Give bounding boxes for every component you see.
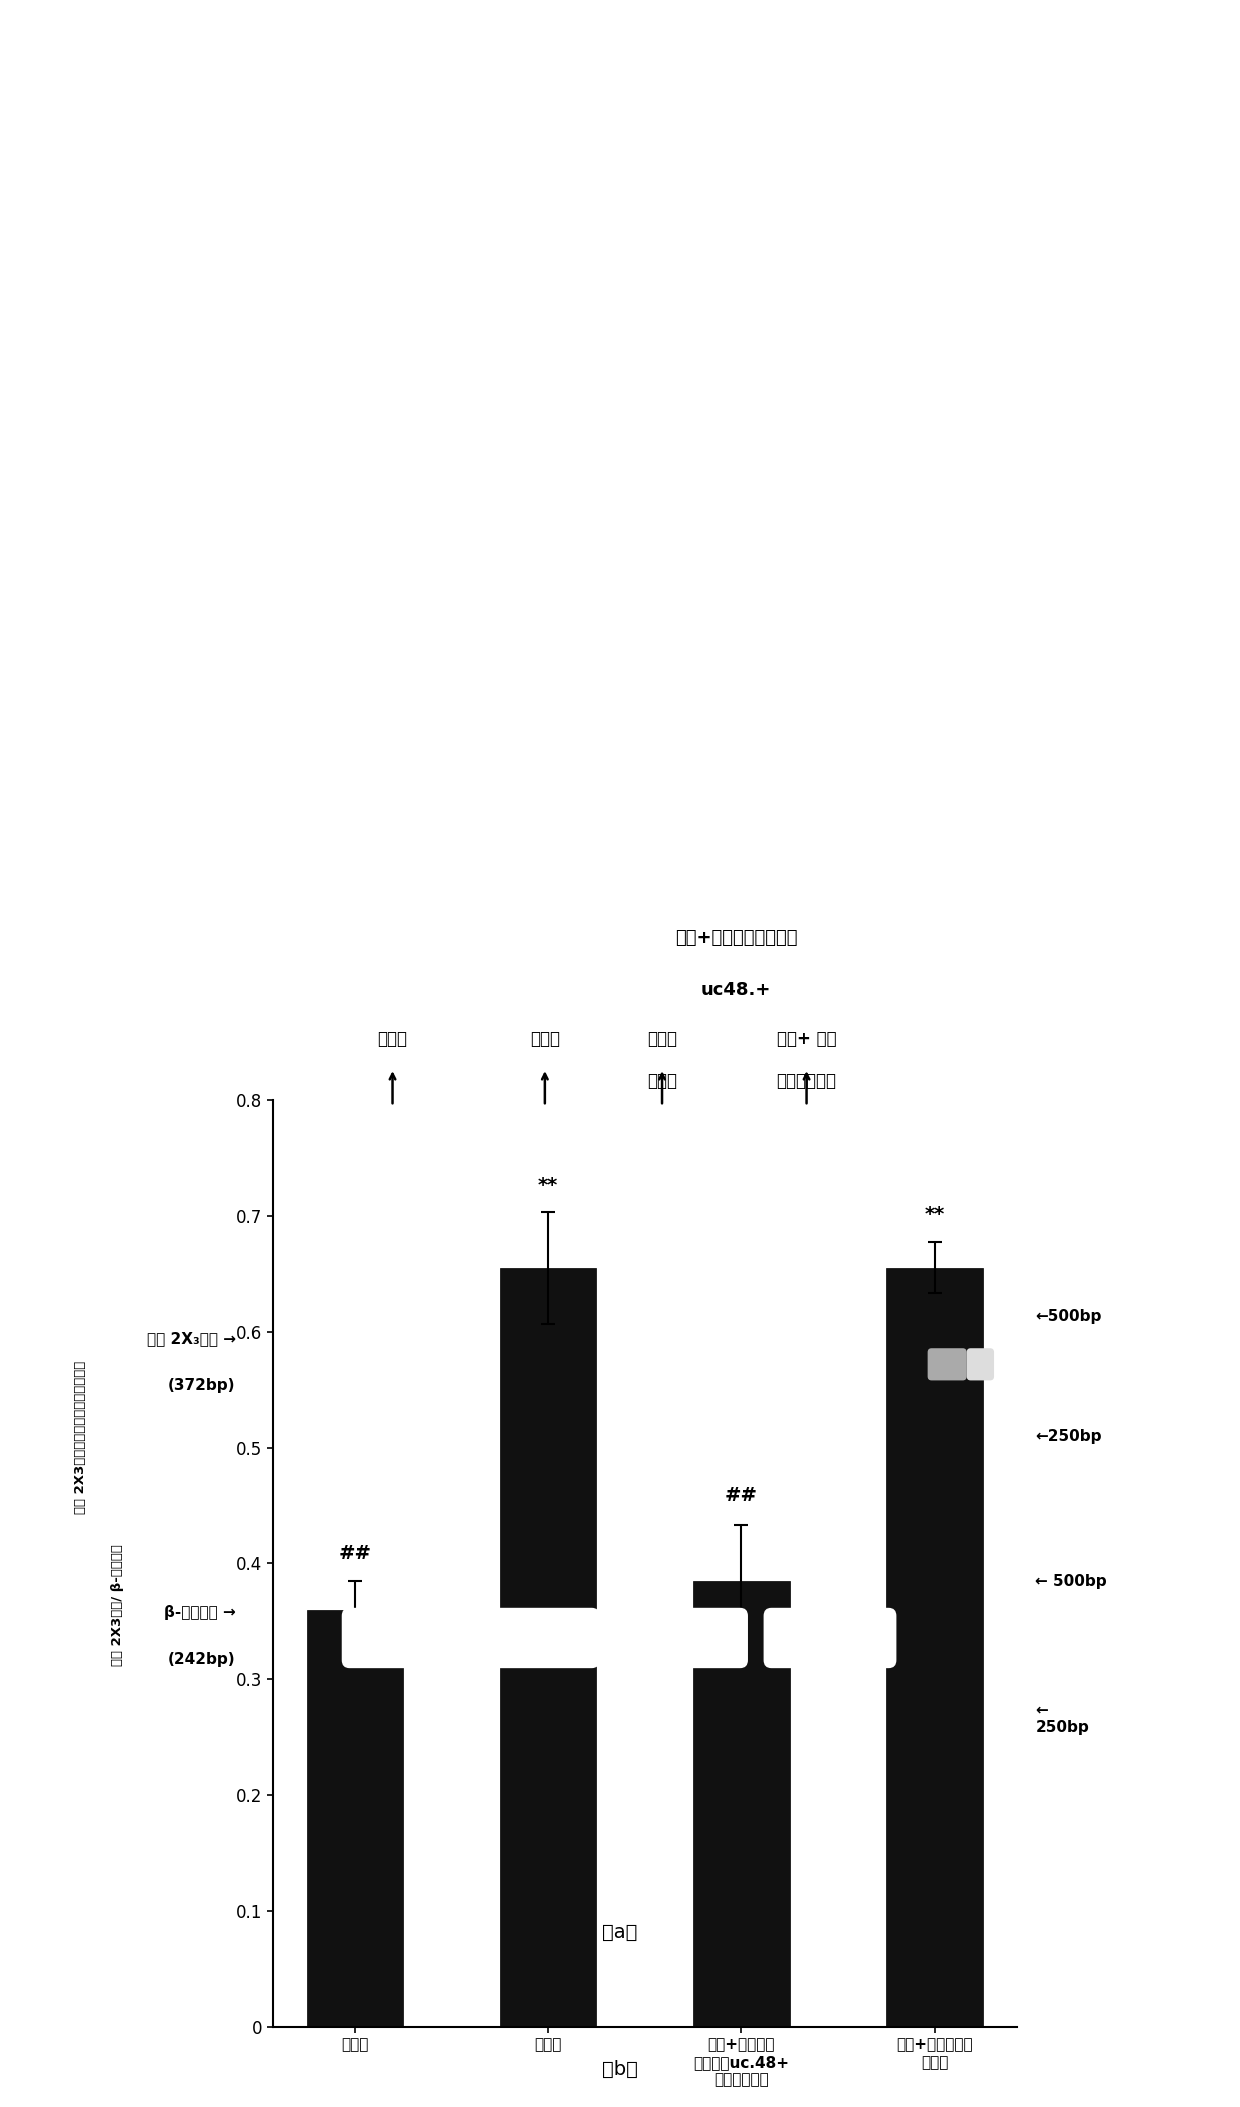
Text: 处理组: 处理组: [647, 1072, 677, 1089]
Text: 模型+ 乱序: 模型+ 乱序: [776, 1030, 836, 1047]
Text: (372bp): (372bp): [169, 1378, 236, 1393]
FancyBboxPatch shape: [764, 1608, 897, 1669]
Text: 模型+长非编码核糖核酸: 模型+长非编码核糖核酸: [675, 929, 797, 946]
FancyBboxPatch shape: [482, 1608, 600, 1669]
Text: ←
250bp: ← 250bp: [1035, 1702, 1089, 1734]
Text: 噪吠 2X3受体信使核糖核酸表达相对値: 噪吠 2X3受体信使核糖核酸表达相对値: [74, 1361, 87, 1513]
Text: uc48.+: uc48.+: [701, 982, 771, 999]
Text: **: **: [538, 1176, 558, 1195]
Bar: [887, 1268, 983, 2027]
Text: ##: ##: [339, 1544, 372, 1563]
FancyBboxPatch shape: [967, 1348, 994, 1380]
Text: **: **: [925, 1205, 945, 1224]
Text: ← 500bp: ← 500bp: [1035, 1574, 1107, 1589]
Bar: [500, 1268, 596, 2027]
Text: （b）: （b）: [603, 2059, 637, 2080]
Text: （a）: （a）: [603, 1922, 637, 1943]
Bar: [693, 1580, 790, 2027]
FancyBboxPatch shape: [342, 1608, 459, 1669]
Bar: [306, 1610, 403, 2027]
Text: 对照组: 对照组: [377, 1030, 408, 1047]
Text: ##: ##: [725, 1485, 758, 1504]
FancyBboxPatch shape: [631, 1608, 748, 1669]
FancyBboxPatch shape: [928, 1348, 967, 1380]
Text: ←500bp: ←500bp: [1035, 1308, 1102, 1323]
Text: 小干扰: 小干扰: [647, 1030, 677, 1047]
Text: β-肌动蛋白 →: β-肌动蛋白 →: [164, 1606, 236, 1620]
Text: 小干扰处理组: 小干扰处理组: [776, 1072, 837, 1089]
Text: 噪吠 2X₃受体 →: 噪吠 2X₃受体 →: [146, 1332, 236, 1346]
Text: ←250bp: ←250bp: [1035, 1429, 1102, 1443]
Text: (242bp): (242bp): [167, 1652, 236, 1667]
Text: 模型组: 模型组: [529, 1030, 559, 1047]
Text: 噪吠 2X3受体/ β-肌动蛋白: 噪吠 2X3受体/ β-肌动蛋白: [112, 1544, 124, 1667]
